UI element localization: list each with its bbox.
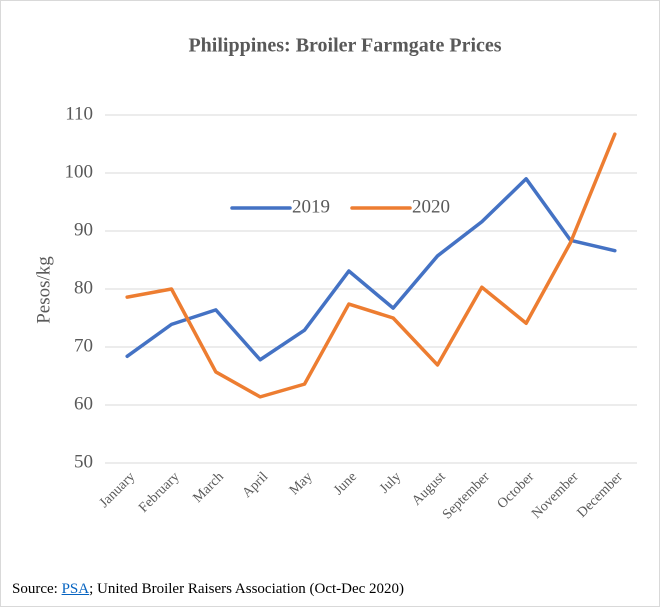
source-rest: ; United Broiler Raisers Association (Oc… [89, 581, 405, 597]
x-tick-label: October [495, 469, 538, 512]
y-tick-label: 110 [65, 103, 93, 124]
y-tick-label: 100 [65, 161, 94, 182]
chart: Philippines: Broiler Farmgate Prices Pes… [33, 35, 637, 522]
x-tick-label: June [331, 469, 360, 498]
x-tick-label: February [136, 469, 182, 515]
line-series [125, 132, 617, 399]
y-tick-label: 80 [74, 277, 93, 298]
line-series [125, 177, 617, 362]
x-tick-label: May [287, 469, 316, 498]
source-link[interactable]: PSA [61, 581, 90, 597]
y-tick-label: 50 [74, 451, 93, 472]
source: Source: PSA; United Broiler Raisers Asso… [12, 581, 404, 598]
chart-title: Philippines: Broiler Farmgate Prices [188, 35, 501, 57]
x-tick-label: July [377, 469, 404, 496]
y-tick-label: 60 [74, 393, 93, 414]
x-tick-label: September [440, 469, 493, 522]
y-axis-label: Pesos/kg [33, 256, 54, 324]
x-tick-label: March [190, 469, 226, 505]
source-prefix: Source: [12, 581, 62, 597]
y-tick-label: 90 [74, 219, 93, 240]
x-tick-label: November [529, 469, 582, 522]
x-tick-label: April [240, 469, 272, 501]
legend-label: 2020 [412, 196, 450, 217]
x-tick-label: January [97, 469, 138, 510]
legend-label: 2019 [292, 196, 330, 217]
x-tick-label: August [409, 469, 448, 508]
y-tick-label: 70 [74, 335, 93, 356]
x-tick-label: December [575, 469, 627, 521]
